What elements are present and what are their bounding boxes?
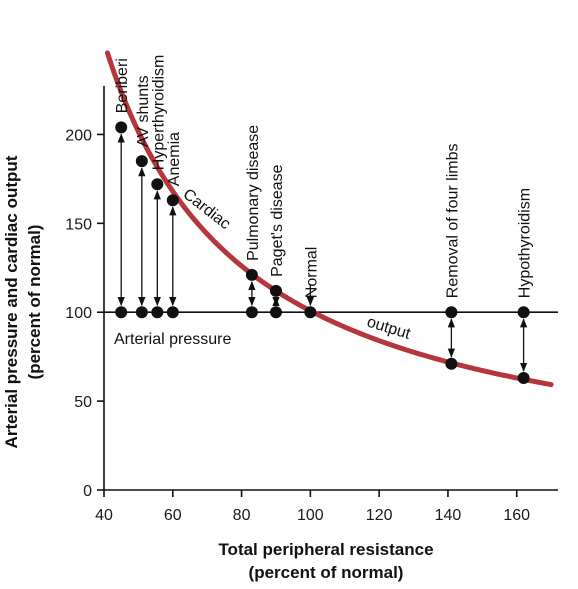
x-axis-title-line1: Total peripheral resistance	[218, 540, 433, 559]
x-tick-label: 120	[366, 507, 393, 524]
x-tick-label: 160	[503, 507, 530, 524]
y-tick-label: 200	[65, 127, 92, 144]
x-tick-label: 100	[297, 507, 324, 524]
y-tick-label: 0	[83, 483, 92, 500]
arterial-pressure-point	[517, 306, 530, 319]
x-tick-label: 40	[95, 507, 113, 524]
cardiac-output-point	[135, 155, 148, 168]
cardiac-output-point	[517, 372, 530, 384]
arterial-pressure-label: Arterial pressure	[114, 331, 231, 348]
condition-label: AV shunts	[135, 75, 152, 147]
arterial-pressure-point	[445, 306, 458, 319]
plot-area	[103, 86, 558, 491]
y-tick-label: 100	[65, 305, 92, 322]
condition-label: Pulmonary disease	[245, 125, 262, 261]
axis-ticks: 40 60 80 100 120 140 160 0 50 100 150 200	[65, 127, 530, 524]
arterial-pressure-point	[304, 306, 317, 319]
arterial-pressure-point	[151, 306, 164, 319]
cardiac-output-point	[269, 284, 282, 297]
condition-label: Paget's disease	[269, 164, 286, 277]
arterial-pressure-point	[269, 306, 282, 319]
y-axis-title-line2: (percent of normal)	[25, 225, 44, 380]
y-tick-label: 150	[65, 216, 92, 233]
condition-label: Hyperthyroidism	[150, 55, 167, 171]
cardiac-output-point	[245, 268, 258, 281]
y-axis-title-line1: Arterial pressure and cardiac output	[2, 155, 21, 448]
cardiac-output-curve	[104, 50, 554, 388]
condition-arrows	[117, 133, 528, 372]
x-axis-title-line2: (percent of normal)	[249, 563, 404, 582]
condition-label: Normal	[303, 247, 320, 299]
cardiac-output-point	[445, 357, 458, 370]
condition-label: Hypothyroidism	[517, 188, 534, 298]
condition-label: Removal of four limbs	[444, 143, 461, 298]
x-tick-label: 60	[164, 507, 182, 524]
condition-points	[115, 121, 530, 384]
y-tick-label: 50	[74, 394, 92, 411]
cardiac-output-series	[104, 50, 554, 388]
arterial-pressure-point	[245, 306, 258, 319]
x-tick-label: 80	[233, 507, 251, 524]
arterial-pressure-point	[135, 306, 148, 319]
cardiac-output-point	[151, 178, 164, 191]
arterial-pressure-point	[166, 306, 179, 319]
cardiac-output-point	[115, 121, 128, 134]
condition-label: Beriberi	[114, 58, 131, 113]
cardiac-output-point	[166, 194, 179, 207]
condition-label: Anemia	[166, 132, 183, 186]
arterial-pressure-point	[115, 306, 128, 319]
x-tick-label: 140	[435, 507, 462, 524]
